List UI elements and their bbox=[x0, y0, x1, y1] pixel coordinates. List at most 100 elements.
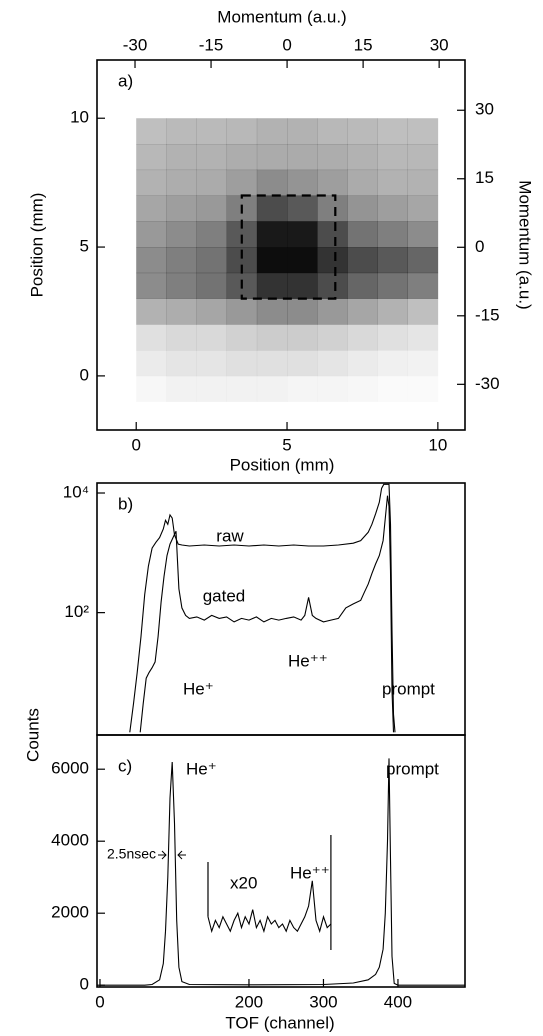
x-tick-label: 200 bbox=[235, 992, 263, 1011]
density-cell bbox=[226, 298, 258, 325]
right-axis-title: Momentum (a.u.) bbox=[516, 180, 535, 309]
density-cell bbox=[196, 247, 228, 274]
y-tick-label: 10² bbox=[64, 602, 89, 621]
density-cell bbox=[256, 375, 288, 402]
density-cell bbox=[166, 272, 197, 299]
density-cell bbox=[166, 118, 197, 145]
panel-label: b) bbox=[118, 494, 133, 513]
density-cell bbox=[377, 324, 408, 351]
density-cell bbox=[347, 247, 378, 274]
density-cell bbox=[287, 324, 318, 351]
density-cell bbox=[256, 247, 288, 274]
density-cell bbox=[136, 143, 167, 171]
annotation: He⁺ bbox=[186, 759, 217, 778]
density-cell bbox=[287, 169, 318, 196]
density-cell bbox=[256, 272, 288, 299]
density-cell bbox=[226, 324, 258, 351]
density-cell bbox=[347, 143, 378, 171]
density-cell bbox=[196, 221, 228, 248]
x2-tick-label: 0 bbox=[282, 35, 291, 54]
density-cell bbox=[287, 195, 318, 222]
density-cell bbox=[407, 195, 439, 222]
annotation: He⁺⁺ bbox=[290, 863, 330, 882]
data-line bbox=[207, 880, 332, 934]
density-cell bbox=[407, 272, 439, 299]
density-cell bbox=[347, 195, 378, 222]
density-cell bbox=[166, 375, 197, 402]
density-cell bbox=[347, 376, 377, 402]
density-cell bbox=[196, 169, 228, 196]
density-cell bbox=[347, 298, 378, 325]
density-cell bbox=[226, 375, 258, 402]
density-cell bbox=[136, 376, 166, 402]
density-cell bbox=[407, 169, 439, 196]
x2-tick-label: -15 bbox=[199, 35, 224, 54]
x-tick-label: 0 bbox=[95, 992, 104, 1011]
density-cell bbox=[136, 324, 167, 351]
series-label: gated bbox=[203, 586, 246, 605]
density-cell bbox=[317, 143, 348, 171]
data-line bbox=[129, 483, 396, 733]
data-line bbox=[100, 758, 465, 986]
density-cell bbox=[377, 195, 408, 222]
y-axis-title: Counts bbox=[23, 708, 42, 762]
density-cell bbox=[136, 118, 167, 145]
panel-label: a) bbox=[118, 71, 133, 90]
density-cell bbox=[287, 118, 318, 145]
density-cell bbox=[256, 324, 288, 351]
density-cell bbox=[377, 298, 408, 325]
density-cell bbox=[136, 195, 167, 222]
gate-box bbox=[240, 194, 337, 300]
density-cell bbox=[407, 350, 439, 377]
density-cell bbox=[136, 221, 167, 248]
density-cell bbox=[317, 324, 348, 351]
density-cell bbox=[166, 221, 197, 248]
density-cell bbox=[317, 298, 348, 325]
density-cell bbox=[287, 143, 318, 171]
density-cell bbox=[226, 350, 258, 377]
x-tick-label: 400 bbox=[384, 992, 412, 1011]
density-cell bbox=[407, 247, 439, 274]
density-cell bbox=[377, 272, 408, 299]
density-cell bbox=[378, 376, 408, 402]
x-tick-label: 0 bbox=[131, 435, 140, 454]
y-tick-label: 2000 bbox=[51, 903, 89, 922]
density-cell bbox=[136, 169, 167, 196]
density-cell bbox=[166, 247, 197, 274]
density-cell bbox=[347, 324, 378, 351]
density-cell bbox=[317, 118, 348, 145]
density-cell bbox=[347, 169, 378, 196]
density-cell bbox=[347, 118, 378, 145]
density-cell bbox=[317, 169, 348, 196]
density-cell bbox=[196, 195, 228, 222]
fwhm-arrow bbox=[177, 850, 186, 860]
panel-label: c) bbox=[118, 756, 132, 775]
density-cell bbox=[408, 376, 438, 402]
y-tick-label: 10 bbox=[70, 108, 89, 127]
density-cell bbox=[196, 375, 228, 402]
annotation: prompt bbox=[382, 679, 435, 698]
density-cell bbox=[166, 298, 197, 325]
density-cell bbox=[377, 350, 408, 377]
density-cell bbox=[256, 350, 288, 377]
y2-tick-label: -15 bbox=[475, 305, 500, 324]
density-cell bbox=[256, 298, 288, 325]
density-cell bbox=[136, 272, 167, 299]
annotation: 2.5nsec bbox=[107, 846, 156, 862]
x-axis-title: TOF (channel) bbox=[225, 1013, 334, 1032]
density-cell bbox=[166, 350, 197, 377]
density-cell bbox=[377, 169, 408, 196]
density-cell bbox=[287, 350, 318, 377]
density-cell bbox=[287, 298, 318, 325]
density-cell bbox=[166, 169, 197, 196]
density-cell bbox=[196, 350, 228, 377]
x-tick-label: 300 bbox=[309, 992, 337, 1011]
x-tick-label: 5 bbox=[282, 435, 291, 454]
density-cell bbox=[136, 247, 167, 274]
density-cell bbox=[136, 350, 167, 377]
density-cell bbox=[196, 298, 228, 325]
x2-tick-label: 15 bbox=[354, 35, 373, 54]
density-cell bbox=[287, 247, 318, 274]
density-cell bbox=[226, 169, 258, 196]
